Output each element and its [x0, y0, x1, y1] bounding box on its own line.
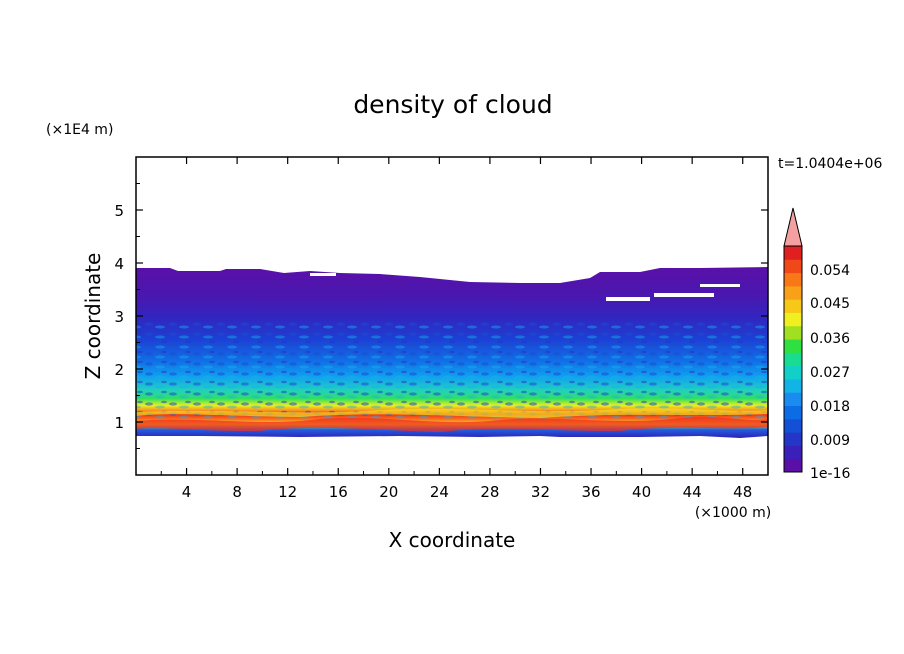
cloud-gap [700, 284, 740, 287]
colorbar-extend-arrow [783, 207, 803, 247]
y-axis-label: Z coordinate [81, 253, 105, 380]
colorbar-label: 0.054 [810, 263, 850, 279]
colorbar-swatch [784, 299, 802, 313]
cloud-gap [606, 297, 650, 301]
y-axis: 1 2 3 4 5 [114, 183, 768, 449]
colorbar-swatch [784, 312, 802, 327]
x-tick-label: 28 [480, 483, 499, 501]
y-unit-label: (×1E4 m) [46, 122, 113, 138]
cloud-gap [654, 293, 714, 297]
y-tick-label: 5 [114, 202, 124, 220]
x-axis: 4 8 12 16 20 24 28 32 36 40 44 48 [160, 157, 752, 501]
colorbar-swatch [784, 325, 802, 340]
y-tick-label: 1 [114, 414, 124, 432]
cloud-gap [310, 273, 336, 276]
x-tick-label: 36 [581, 483, 600, 501]
colorbar-label: 0.027 [810, 365, 850, 381]
colorbar-frame [783, 245, 803, 473]
x-tick-label: 24 [430, 483, 449, 501]
time-label: t=1.0404e+06 [778, 156, 882, 172]
chart-title: density of cloud [353, 90, 552, 119]
colorbar-label: 1e-16 [810, 466, 850, 482]
colorbar-swatch [784, 352, 802, 367]
cloud-core-band [136, 416, 768, 432]
x-tick-label: 48 [733, 483, 752, 501]
colorbar: 1e-16 0.009 0.018 0.027 0.036 0.045 0.054 [783, 207, 850, 482]
x-axis-label: X coordinate [389, 528, 516, 552]
colorbar-swatch [784, 445, 802, 460]
colorbar-label: 0.009 [810, 433, 850, 449]
colorbar-swatch [784, 259, 802, 274]
x-tick-label: 16 [329, 483, 348, 501]
colorbar-label: 0.045 [810, 296, 850, 312]
cloud-texture [136, 320, 768, 420]
x-tick-label: 40 [632, 483, 651, 501]
colorbar-swatch [784, 378, 802, 393]
x-tick-label: 20 [379, 483, 398, 501]
y-tick-label: 4 [114, 255, 124, 273]
colorbar-swatch [784, 365, 802, 380]
colorbar-swatch [784, 285, 802, 300]
colorbar-swatch [784, 432, 802, 446]
colorbar-swatch [784, 392, 802, 407]
colorbar-swatch [784, 405, 802, 420]
colorbar-swatch [784, 458, 802, 473]
x-tick-label: 44 [683, 483, 702, 501]
colorbar-swatch [784, 418, 802, 433]
x-tick-label: 32 [531, 483, 550, 501]
colorbar-swatch [784, 246, 802, 260]
colorbar-swatch [784, 272, 802, 287]
heatmap-area [136, 267, 768, 438]
x-tick-label: 8 [232, 483, 242, 501]
cloud-yellow-band [136, 408, 768, 418]
x-tick-label: 12 [278, 483, 297, 501]
x-unit-label: (×1000 m) [695, 505, 771, 521]
x-tick-label: 4 [182, 483, 192, 501]
colorbar-swatch [784, 339, 802, 353]
y-tick-label: 2 [114, 361, 124, 379]
y-tick-label: 3 [114, 308, 124, 326]
colorbar-label: 0.018 [810, 399, 850, 415]
colorbar-label: 0.036 [810, 331, 850, 347]
